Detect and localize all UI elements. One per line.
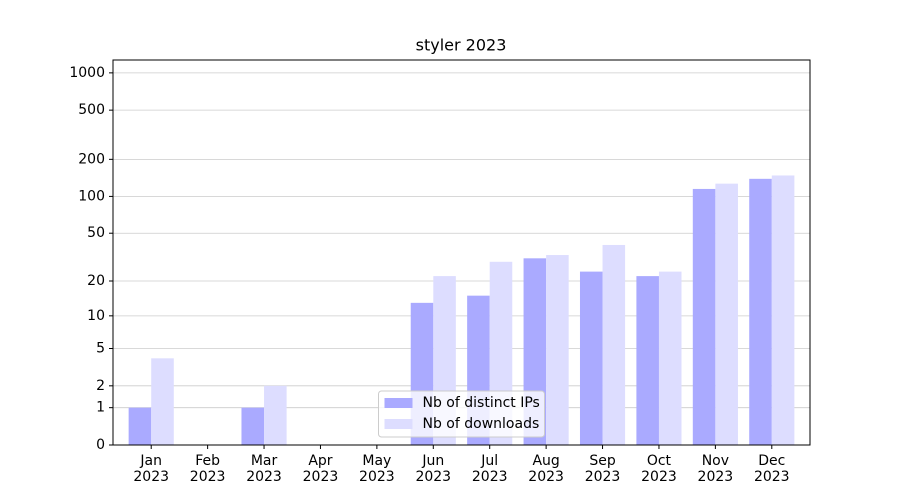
legend: Nb of distinct IPs Nb of downloads [378, 390, 545, 438]
x-tick-label: Jun 2023 [415, 453, 452, 485]
y-tick-label: 500 [78, 102, 105, 118]
bar [546, 255, 569, 445]
y-tick-label: 2 [96, 378, 105, 394]
y-tick-label: 50 [87, 225, 105, 241]
y-tick-label: 20 [87, 273, 105, 289]
bar [264, 385, 287, 445]
y-tick-label: 200 [78, 151, 105, 167]
bar [658, 271, 682, 445]
bar [602, 244, 626, 445]
bar [771, 175, 795, 445]
y-tick-label: 100 [78, 188, 105, 204]
chart-title: styler 2023 [416, 36, 507, 55]
y-tick-label: 10 [87, 308, 105, 324]
legend-box [378, 390, 545, 438]
bar [241, 407, 265, 445]
bar [692, 188, 716, 445]
x-tick-label: Aug 2023 [528, 453, 564, 485]
bar [151, 358, 174, 445]
y-tick-label: 0 [96, 437, 105, 453]
bar [636, 276, 659, 445]
x-tick-label: Apr 2023 [302, 453, 339, 485]
y-tick-label: 1000 [69, 65, 105, 81]
bar [128, 407, 152, 445]
x-tick-label: Dec 2023 [753, 453, 790, 485]
y-tick-label: 5 [96, 340, 105, 356]
x-tick-label: Nov 2023 [697, 453, 734, 485]
x-tick-label: Oct 2023 [641, 453, 677, 485]
legend-label: Nb of downloads [423, 416, 540, 432]
bar [715, 183, 738, 445]
legend-swatch [384, 419, 413, 429]
x-tick-label: Jul 2023 [471, 453, 508, 485]
x-tick-label: Sep 2023 [584, 453, 621, 485]
bar [579, 271, 603, 445]
x-tick-label: Feb 2023 [189, 453, 226, 485]
plot-frame [112, 59, 811, 446]
legend-label: Nb of distinct IPs [423, 395, 540, 411]
x-tick-label: Mar 2023 [246, 453, 282, 485]
legend-swatch [384, 398, 413, 408]
bar [749, 178, 772, 446]
x-tick-label: Jan 2023 [133, 453, 170, 485]
x-tick-label: May 2023 [359, 453, 395, 485]
y-tick-label: 1 [96, 400, 105, 416]
